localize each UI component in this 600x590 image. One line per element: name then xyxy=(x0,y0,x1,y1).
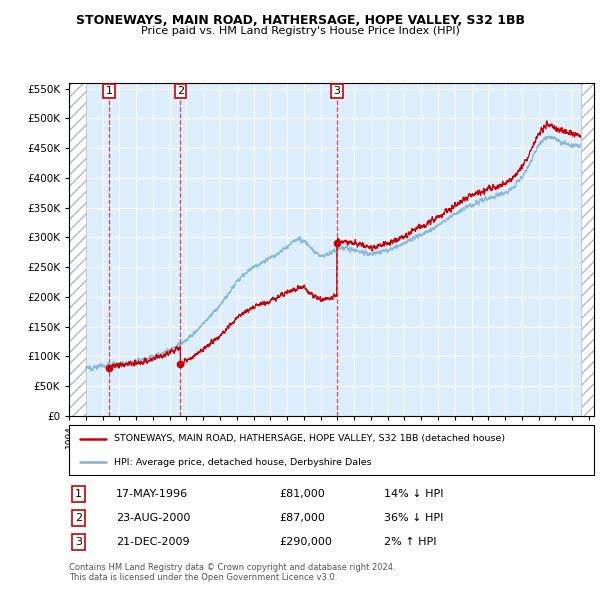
Text: £290,000: £290,000 xyxy=(279,537,332,547)
Text: £81,000: £81,000 xyxy=(279,489,325,499)
Text: 36% ↓ HPI: 36% ↓ HPI xyxy=(384,513,443,523)
FancyBboxPatch shape xyxy=(69,425,594,475)
Text: 1: 1 xyxy=(106,86,112,96)
Bar xyxy=(69,83,86,416)
Text: HPI: Average price, detached house, Derbyshire Dales: HPI: Average price, detached house, Derb… xyxy=(113,458,371,467)
Text: 21-DEC-2009: 21-DEC-2009 xyxy=(116,537,190,547)
Text: 3: 3 xyxy=(334,86,340,96)
Text: Price paid vs. HM Land Registry's House Price Index (HPI): Price paid vs. HM Land Registry's House … xyxy=(140,26,460,35)
Text: 23-AUG-2000: 23-AUG-2000 xyxy=(116,513,191,523)
Bar xyxy=(581,83,594,416)
Text: 1: 1 xyxy=(75,489,82,499)
Text: 3: 3 xyxy=(75,537,82,547)
Text: Contains HM Land Registry data © Crown copyright and database right 2024.: Contains HM Land Registry data © Crown c… xyxy=(69,563,395,572)
Text: 14% ↓ HPI: 14% ↓ HPI xyxy=(384,489,443,499)
Text: 2: 2 xyxy=(75,513,82,523)
Text: £87,000: £87,000 xyxy=(279,513,325,523)
Text: STONEWAYS, MAIN ROAD, HATHERSAGE, HOPE VALLEY, S32 1BB: STONEWAYS, MAIN ROAD, HATHERSAGE, HOPE V… xyxy=(76,14,524,27)
Text: STONEWAYS, MAIN ROAD, HATHERSAGE, HOPE VALLEY, S32 1BB (detached house): STONEWAYS, MAIN ROAD, HATHERSAGE, HOPE V… xyxy=(113,434,505,443)
Text: 17-MAY-1996: 17-MAY-1996 xyxy=(116,489,188,499)
Text: 2% ↑ HPI: 2% ↑ HPI xyxy=(384,537,437,547)
Text: This data is licensed under the Open Government Licence v3.0.: This data is licensed under the Open Gov… xyxy=(69,572,337,582)
Text: 2: 2 xyxy=(177,86,184,96)
